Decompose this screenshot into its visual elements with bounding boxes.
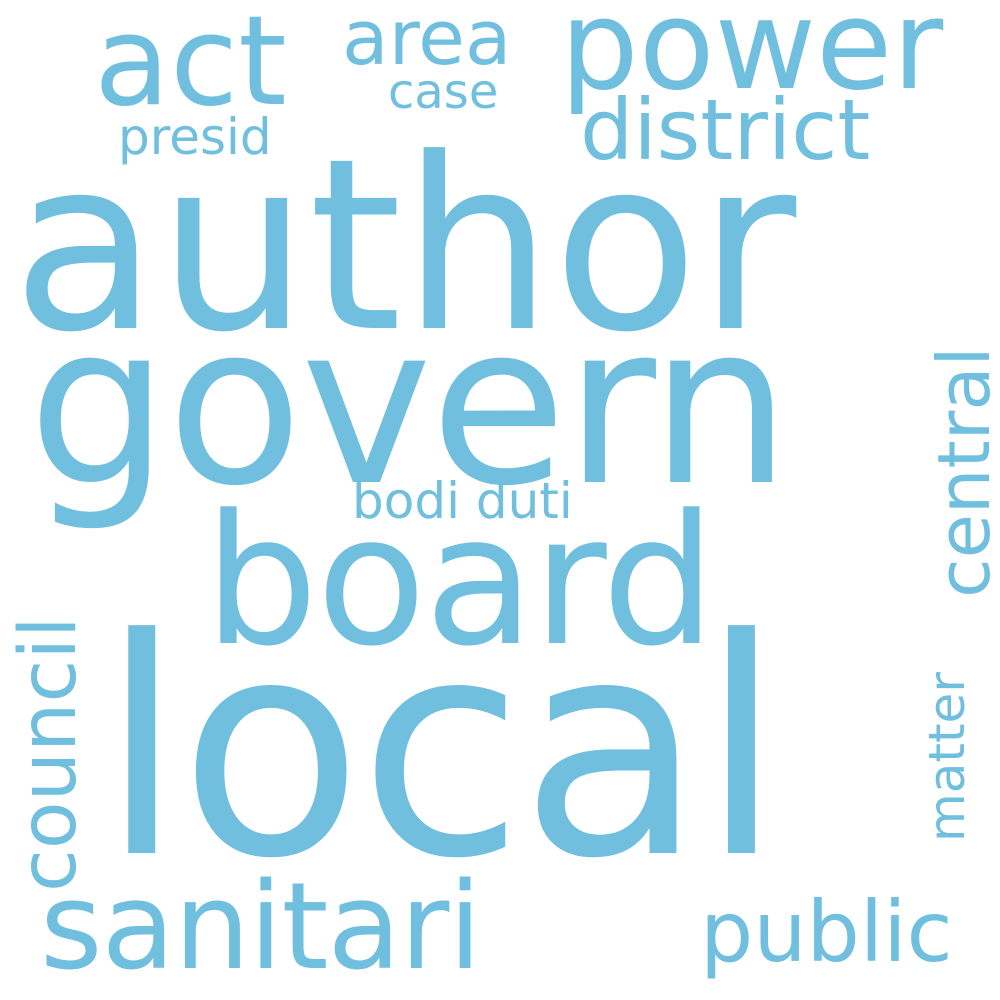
word-board: board bbox=[204, 477, 716, 686]
word-matter: matter bbox=[918, 672, 976, 842]
word-presid: presid bbox=[118, 108, 272, 166]
word-govern: govern bbox=[28, 277, 791, 535]
word-power: power bbox=[560, 0, 944, 118]
word-author: author bbox=[12, 108, 797, 385]
word-bodi-duti: bodi duti bbox=[352, 472, 573, 530]
word-sanitari: sanitari bbox=[40, 858, 482, 997]
word-area: area bbox=[342, 0, 512, 82]
word-local: local bbox=[100, 575, 783, 924]
word-district: district bbox=[580, 81, 871, 179]
word-central: central bbox=[922, 346, 1000, 598]
word-public: public bbox=[700, 883, 953, 981]
word-act: act bbox=[94, 0, 287, 134]
word-council: council bbox=[4, 616, 94, 892]
word-case: case bbox=[388, 64, 499, 120]
